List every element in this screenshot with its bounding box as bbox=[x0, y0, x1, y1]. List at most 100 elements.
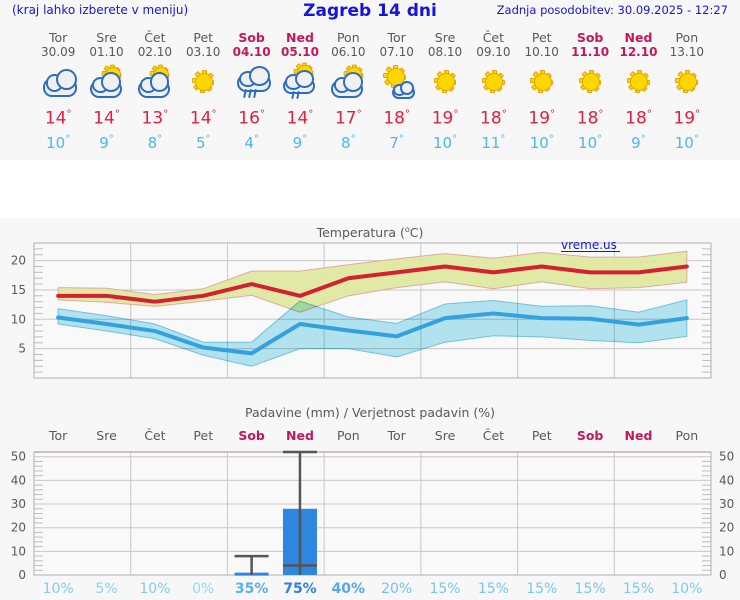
precip-probability-label: 40% bbox=[332, 581, 366, 597]
day-column[interactable]: Sre01.1014°9° bbox=[82, 22, 130, 153]
temperature-chart-title: Temperatura (oC) bbox=[0, 225, 740, 240]
min-temperature: 10° bbox=[518, 130, 566, 153]
precip-day-label: Sob bbox=[577, 428, 604, 443]
precip-probability-label: 10% bbox=[671, 581, 702, 597]
day-date: 03.10 bbox=[179, 45, 227, 59]
temp-y-tick: 20 bbox=[11, 254, 26, 268]
rain-icon bbox=[230, 64, 274, 100]
precip-probability-label: 75% bbox=[283, 581, 317, 597]
partly-sunny-icon bbox=[85, 64, 129, 100]
day-column[interactable]: Pon06.1017°8° bbox=[324, 22, 372, 153]
sunny-icon bbox=[665, 64, 709, 100]
sunny-icon bbox=[568, 64, 612, 100]
day-date: 30.09 bbox=[34, 45, 82, 59]
day-column[interactable]: Sob04.1016°4° bbox=[227, 22, 275, 153]
precip-day-label: Ned bbox=[625, 428, 653, 443]
max-temperature: 18° bbox=[373, 104, 421, 130]
temp-y-tick: 15 bbox=[11, 283, 26, 297]
max-temperature: 13° bbox=[131, 104, 179, 130]
day-column[interactable]: Pon13.1019°10° bbox=[663, 22, 711, 153]
precip-probability-label: 0% bbox=[192, 581, 214, 597]
min-temperature: 7° bbox=[373, 130, 421, 153]
weather-icon-slot bbox=[179, 62, 227, 102]
min-temperature: 8° bbox=[131, 130, 179, 153]
day-date: 12.10 bbox=[614, 45, 662, 59]
cloudy-icon bbox=[36, 64, 80, 100]
day-date: 10.10 bbox=[518, 45, 566, 59]
day-column[interactable]: Čet02.10 13°8° bbox=[131, 22, 179, 153]
day-date: 05.10 bbox=[276, 45, 324, 59]
max-temperature: 16° bbox=[227, 104, 275, 130]
precip-probability-label: 10% bbox=[43, 581, 74, 597]
temperature-chart-panel: Temperatura (oC) 5101520vreme.us bbox=[0, 218, 740, 398]
max-temperature: 18° bbox=[566, 104, 614, 130]
day-name: Pon bbox=[324, 22, 372, 45]
section-divider bbox=[0, 160, 740, 218]
precip-y-tick-right: 40 bbox=[719, 473, 734, 487]
day-name: Sre bbox=[82, 22, 130, 45]
max-temperature: 19° bbox=[421, 104, 469, 130]
day-column[interactable]: Sre08.1019°10° bbox=[421, 22, 469, 153]
precip-y-tick-right: 30 bbox=[719, 497, 734, 511]
day-date: 04.10 bbox=[227, 45, 275, 59]
sunny-icon bbox=[520, 64, 564, 100]
precip-y-tick-left: 40 bbox=[11, 473, 26, 487]
day-date: 09.10 bbox=[469, 45, 517, 59]
precip-probability-label: 15% bbox=[429, 581, 460, 597]
sunny-icon bbox=[616, 64, 660, 100]
day-name: Pet bbox=[179, 22, 227, 45]
day-column[interactable]: Čet09.1018°11° bbox=[469, 22, 517, 153]
precip-probability-label: 20% bbox=[381, 581, 412, 597]
day-date: 02.10 bbox=[131, 45, 179, 59]
day-column[interactable]: Pet03.1014°5° bbox=[179, 22, 227, 153]
precip-day-label: Sob bbox=[238, 428, 265, 443]
day-column[interactable]: Tor30.0914°10° bbox=[34, 22, 82, 153]
precip-day-label: Tor bbox=[48, 428, 68, 443]
max-temperature: 14° bbox=[179, 104, 227, 130]
precip-probability-label: 15% bbox=[623, 581, 654, 597]
min-temperature: 9° bbox=[82, 130, 130, 153]
day-name: Tor bbox=[373, 22, 421, 45]
day-date: 06.10 bbox=[324, 45, 372, 59]
weather-forecast-page: (kraj lahko izberete v meniju) Zagreb 14… bbox=[0, 0, 740, 600]
weather-icon-slot bbox=[421, 62, 469, 102]
day-name: Sob bbox=[566, 22, 614, 45]
last-updated: Zadnja posodobitev: 30.09.2025 - 12:27 bbox=[497, 3, 728, 17]
day-name: Čet bbox=[131, 22, 179, 45]
day-name: Čet bbox=[469, 22, 517, 45]
min-temperature: 10° bbox=[421, 130, 469, 153]
precip-day-label: Pon bbox=[675, 428, 698, 443]
weather-icon-slot bbox=[373, 62, 421, 102]
day-column[interactable]: Pet10.1019°10° bbox=[518, 22, 566, 153]
min-temperature: 8° bbox=[324, 130, 372, 153]
temp-y-tick: 10 bbox=[11, 312, 26, 326]
precip-y-tick-right: 0 bbox=[719, 568, 727, 582]
precip-probability-label: 15% bbox=[526, 581, 557, 597]
precipitation-chart: TorSreČetPetSobNedPonTorSreČetPetSobNedP… bbox=[0, 398, 740, 600]
sunny-icon bbox=[471, 64, 515, 100]
weather-icon-slot bbox=[614, 62, 662, 102]
min-temperature: 11° bbox=[469, 130, 517, 153]
day-column[interactable]: Sob11.1018°10° bbox=[566, 22, 614, 153]
day-column[interactable]: Ned05.1014°9° bbox=[276, 22, 324, 153]
day-column[interactable]: Tor07.1018°7° bbox=[373, 22, 421, 153]
min-temperature: 10° bbox=[34, 130, 82, 153]
partly-sunny-icon bbox=[326, 64, 370, 100]
precip-y-tick-left: 0 bbox=[18, 568, 26, 582]
precip-day-label: Tor bbox=[387, 428, 407, 443]
max-temperature: 14° bbox=[82, 104, 130, 130]
day-column[interactable]: Ned12.1018°9° bbox=[614, 22, 662, 153]
min-temperature: 4° bbox=[227, 130, 275, 153]
precip-day-label: Čet bbox=[483, 428, 504, 443]
precip-y-tick-left: 50 bbox=[11, 450, 26, 464]
max-temperature: 14° bbox=[276, 104, 324, 130]
weather-icon-slot bbox=[324, 62, 372, 102]
temp-y-tick: 5 bbox=[18, 342, 26, 356]
temperature-chart: 5101520vreme.us bbox=[0, 218, 740, 398]
weather-icon-slot bbox=[34, 62, 82, 102]
weather-icon-slot bbox=[276, 62, 324, 102]
day-date: 11.10 bbox=[566, 45, 614, 59]
precip-day-label: Čet bbox=[144, 428, 165, 443]
sunny-icon bbox=[423, 64, 467, 100]
weather-icon-slot bbox=[131, 62, 179, 102]
